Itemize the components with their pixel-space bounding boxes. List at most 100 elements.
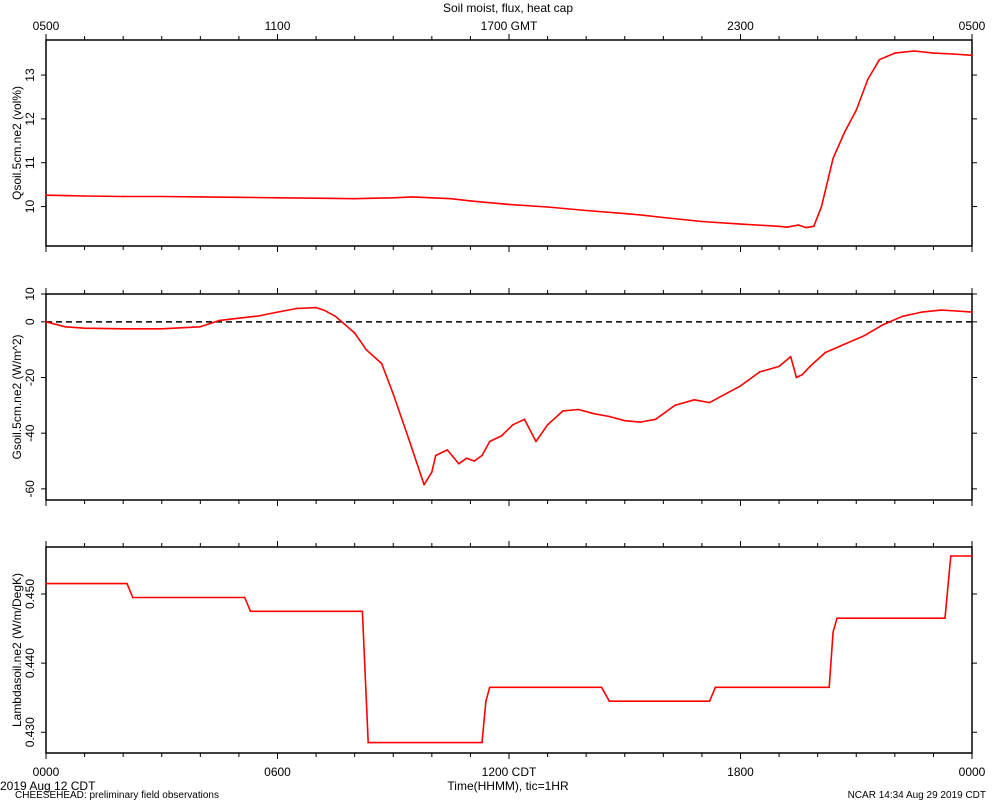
data-point	[901, 315, 904, 318]
data-point	[932, 52, 935, 54]
data-point	[739, 385, 742, 387]
data-point	[160, 195, 163, 198]
data-point	[488, 440, 491, 443]
y-tick-label: 0.430	[23, 717, 37, 747]
data-point	[481, 741, 483, 744]
data-point	[488, 686, 491, 689]
data-point	[434, 454, 437, 457]
data-point	[295, 307, 298, 310]
data-point	[708, 700, 711, 702]
data-point	[813, 225, 815, 228]
chart-panels: 10 11 12 13 Qsoil.5cm.ne2 (vol%) 100-20-40-60…	[10, 19, 986, 779]
data-point	[249, 610, 252, 613]
data-point	[593, 412, 595, 415]
data-point	[64, 326, 67, 328]
data-point	[955, 310, 958, 312]
data-point	[855, 109, 858, 111]
data-point	[450, 197, 452, 200]
data-point	[535, 440, 537, 443]
data-point	[392, 196, 395, 199]
data-point	[465, 457, 468, 460]
data-point	[367, 741, 369, 744]
data-point	[523, 418, 526, 421]
data-point	[380, 362, 383, 365]
data-point	[423, 483, 425, 486]
data-point	[832, 631, 834, 633]
data-point	[323, 309, 325, 311]
y-tick-label: 0.450	[23, 579, 37, 609]
data-point	[431, 471, 433, 473]
data-point	[693, 398, 695, 401]
y-tick-label: 11	[23, 156, 37, 169]
top-x-tick-label: 1100	[265, 19, 291, 33]
data-point	[820, 205, 823, 208]
chart-title: Soil moist, flux, heat cap	[443, 1, 573, 15]
data-point	[863, 334, 865, 337]
data-point	[577, 408, 580, 411]
data-point	[843, 131, 846, 133]
y-axis-label: Qsoil.5cm.ne2 (vol%)	[10, 86, 24, 200]
y-axis-label: Gsoil.5cm.ne2 (W/m^2)	[10, 335, 24, 460]
x-axis-label: Time(HHMM), tic=1HR	[447, 779, 569, 793]
data-point	[199, 196, 202, 198]
data-point	[83, 195, 86, 197]
data-point	[882, 323, 885, 326]
data-point	[373, 197, 375, 200]
y-tick-label: 10	[23, 287, 37, 301]
data-point	[795, 376, 798, 379]
data-point	[45, 194, 47, 196]
panel-2: 10 0 -20 -40 -60 Gsoil.5cm.ne2 (W/m^2)	[10, 287, 977, 506]
data-point	[238, 196, 240, 199]
data-point	[315, 306, 317, 309]
data-point	[512, 424, 514, 426]
data-point	[623, 212, 626, 215]
start-date-label: 2019 Aug 12 CDT	[0, 779, 96, 793]
y-tick-label: 13	[23, 68, 37, 82]
data-point	[546, 206, 549, 208]
data-point	[600, 686, 603, 689]
data-point	[739, 223, 742, 225]
data-point	[832, 157, 834, 160]
data-point	[971, 54, 973, 57]
data-point	[824, 351, 827, 354]
data-point	[786, 226, 788, 228]
data-point	[828, 686, 831, 689]
y-tick-label: 10	[23, 200, 37, 214]
y-tick-label: 12	[23, 112, 37, 126]
data-point	[132, 596, 134, 599]
data-point	[83, 327, 86, 330]
data-point	[334, 315, 337, 318]
data-point	[353, 332, 356, 334]
data-point	[160, 327, 163, 330]
data-point	[469, 200, 472, 202]
data-point	[805, 226, 807, 229]
y-tick-label: 0.440	[23, 648, 37, 678]
data-point	[446, 449, 449, 451]
panel-frame	[45, 39, 973, 247]
top-x-tick-label: 0500	[33, 19, 60, 33]
data-point	[949, 555, 952, 557]
data-point	[365, 348, 368, 351]
data-point	[562, 410, 564, 412]
data-point	[411, 196, 414, 198]
data-point	[662, 216, 665, 219]
data-point	[778, 365, 780, 368]
data-point	[64, 194, 67, 197]
data-point	[608, 700, 611, 702]
top-x-tick-label: 0500	[959, 19, 986, 33]
data-point	[353, 197, 356, 200]
data-point	[276, 196, 279, 199]
data-point	[913, 50, 915, 52]
data-point	[639, 421, 641, 423]
data-point	[778, 225, 780, 228]
data-point	[843, 343, 846, 345]
data-point	[701, 220, 703, 223]
data-point	[809, 365, 811, 368]
panel-1: 10 11 12 13 Qsoil.5cm.ne2 (vol%)	[10, 34, 977, 252]
data-point	[951, 53, 954, 55]
series-line-2	[45, 306, 973, 486]
data-point	[654, 418, 657, 421]
data-point	[921, 311, 923, 313]
bottom-x-tick-label: 1800	[727, 765, 754, 779]
